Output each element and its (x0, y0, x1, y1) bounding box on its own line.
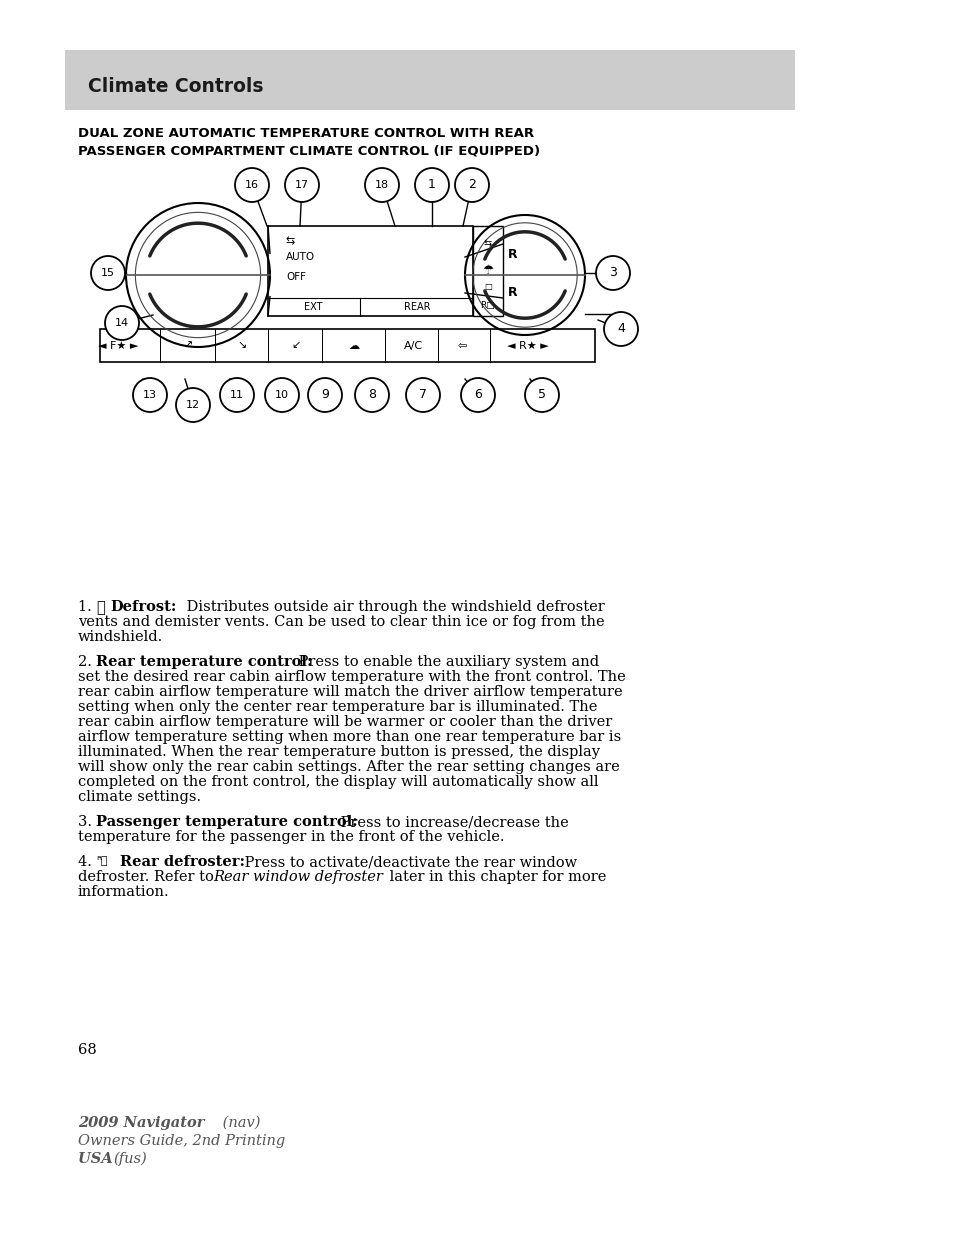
Circle shape (91, 256, 125, 290)
FancyBboxPatch shape (473, 226, 502, 316)
Text: 13: 13 (143, 390, 157, 400)
Text: ◄ R★ ►: ◄ R★ ► (507, 341, 548, 351)
Circle shape (355, 378, 389, 412)
Text: information.: information. (78, 885, 170, 899)
Circle shape (220, 378, 253, 412)
Circle shape (460, 378, 495, 412)
Text: ☂: ☂ (482, 264, 493, 277)
Text: 14: 14 (114, 317, 129, 329)
Text: 18: 18 (375, 180, 389, 190)
FancyBboxPatch shape (100, 329, 595, 362)
Text: Rear defroster:: Rear defroster: (120, 855, 245, 869)
Text: ᴿ⦻: ᴿ⦻ (96, 855, 108, 864)
Text: 68: 68 (78, 1044, 96, 1057)
Circle shape (603, 312, 638, 346)
Text: □: □ (483, 282, 492, 291)
Circle shape (285, 168, 318, 203)
Text: 7: 7 (418, 389, 427, 401)
Text: R□: R□ (480, 301, 495, 310)
Text: 4.: 4. (78, 855, 96, 869)
Text: temperature for the passenger in the front of the vehicle.: temperature for the passenger in the fro… (78, 830, 504, 844)
Text: ⇆: ⇆ (286, 236, 295, 246)
Circle shape (455, 168, 489, 203)
Text: later in this chapter for more: later in this chapter for more (385, 869, 606, 884)
Text: will show only the rear cabin settings. After the rear setting changes are: will show only the rear cabin settings. … (78, 760, 619, 774)
Text: 2.: 2. (78, 655, 96, 669)
Text: 1: 1 (428, 179, 436, 191)
Text: Passenger temperature control:: Passenger temperature control: (96, 815, 357, 829)
FancyBboxPatch shape (65, 49, 794, 110)
Text: OFF: OFF (286, 272, 306, 282)
Text: USA: USA (78, 1152, 118, 1166)
Text: 2: 2 (468, 179, 476, 191)
Text: ⦻: ⦻ (96, 600, 105, 615)
Text: ↙: ↙ (291, 341, 300, 351)
FancyBboxPatch shape (268, 226, 473, 316)
Text: 8: 8 (368, 389, 375, 401)
Text: 9: 9 (321, 389, 329, 401)
Text: ⇦: ⇦ (456, 341, 466, 351)
Text: (fus): (fus) (112, 1151, 147, 1166)
Text: Rear window defroster: Rear window defroster (213, 869, 382, 884)
Text: ⇆: ⇆ (483, 238, 492, 248)
Text: Press to activate/deactivate the rear window: Press to activate/deactivate the rear wi… (240, 855, 577, 869)
Text: 2009 Navigator: 2009 Navigator (78, 1116, 204, 1130)
Text: 3: 3 (608, 267, 617, 279)
Text: airflow temperature setting when more than one rear temperature bar is: airflow temperature setting when more th… (78, 730, 620, 743)
Text: 5: 5 (537, 389, 545, 401)
Circle shape (265, 378, 298, 412)
Text: REAR: REAR (404, 303, 431, 312)
Text: 1.: 1. (78, 600, 96, 614)
Text: 16: 16 (245, 180, 258, 190)
Text: defroster. Refer to: defroster. Refer to (78, 869, 218, 884)
Text: set the desired rear cabin airflow temperature with the front control. The: set the desired rear cabin airflow tempe… (78, 671, 625, 684)
Text: rear cabin airflow temperature will be warmer or cooler than the driver: rear cabin airflow temperature will be w… (78, 715, 612, 729)
Text: R: R (508, 248, 517, 262)
Text: rear cabin airflow temperature will match the driver airflow temperature: rear cabin airflow temperature will matc… (78, 685, 622, 699)
Text: DUAL ZONE AUTOMATIC TEMPERATURE CONTROL WITH REAR
PASSENGER COMPARTMENT CLIMATE : DUAL ZONE AUTOMATIC TEMPERATURE CONTROL … (78, 127, 539, 158)
Text: Press to enable the auxiliary system and: Press to enable the auxiliary system and (294, 655, 598, 669)
Text: climate settings.: climate settings. (78, 790, 201, 804)
Circle shape (365, 168, 398, 203)
Circle shape (175, 388, 210, 422)
Text: ↘: ↘ (237, 341, 247, 351)
Text: 10: 10 (274, 390, 289, 400)
Text: 3.: 3. (78, 815, 96, 829)
Text: 4: 4 (617, 322, 624, 336)
Text: 6: 6 (474, 389, 481, 401)
Text: 11: 11 (230, 390, 244, 400)
Text: AUTO: AUTO (286, 252, 314, 262)
Text: ◄ F★ ►: ◄ F★ ► (98, 341, 138, 351)
Circle shape (132, 378, 167, 412)
Text: 17: 17 (294, 180, 309, 190)
Text: Climate Controls: Climate Controls (88, 78, 263, 96)
Text: EXT: EXT (304, 303, 322, 312)
Text: Distributes outside air through the windshield defroster: Distributes outside air through the wind… (182, 600, 604, 614)
Text: A/C: A/C (403, 341, 422, 351)
Circle shape (308, 378, 341, 412)
Circle shape (105, 306, 139, 340)
Text: setting when only the center rear temperature bar is illuminated. The: setting when only the center rear temper… (78, 700, 597, 714)
Text: vents and demister vents. Can be used to clear thin ice or fog from the: vents and demister vents. Can be used to… (78, 615, 604, 629)
Text: (nav): (nav) (218, 1116, 260, 1130)
Text: Owners Guide, 2nd Printing: Owners Guide, 2nd Printing (78, 1134, 285, 1149)
Circle shape (234, 168, 269, 203)
Circle shape (596, 256, 629, 290)
Text: R: R (508, 287, 517, 300)
Text: ↗: ↗ (183, 341, 193, 351)
Circle shape (406, 378, 439, 412)
Text: 12: 12 (186, 400, 200, 410)
Text: windshield.: windshield. (78, 630, 163, 643)
Text: Press to increase/decrease the: Press to increase/decrease the (335, 815, 568, 829)
Circle shape (524, 378, 558, 412)
Text: illuminated. When the rear temperature button is pressed, the display: illuminated. When the rear temperature b… (78, 745, 599, 760)
Text: completed on the front control, the display will automatically show all: completed on the front control, the disp… (78, 776, 598, 789)
Text: Defrost:: Defrost: (110, 600, 176, 614)
Text: Rear temperature control:: Rear temperature control: (96, 655, 313, 669)
Text: ☁: ☁ (348, 341, 359, 351)
Text: 15: 15 (101, 268, 115, 278)
Circle shape (415, 168, 449, 203)
